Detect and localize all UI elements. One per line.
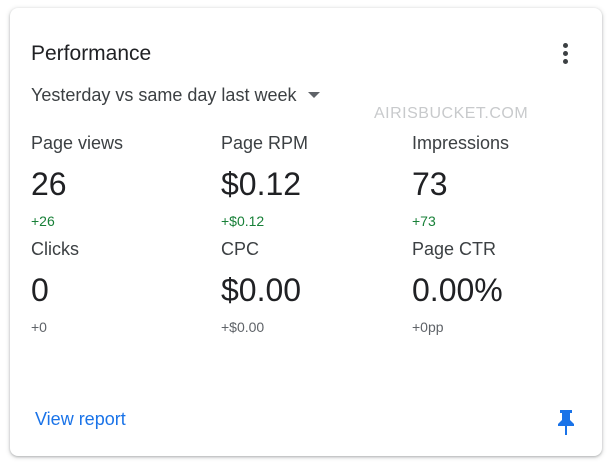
performance-card: Performance Yesterday vs same day last w… — [10, 8, 602, 456]
metric-value: $0.00 — [221, 272, 302, 308]
metric-value: 0.00% — [412, 272, 503, 308]
metric-page-views: Page views 26 +26 — [31, 132, 211, 230]
period-dropdown[interactable]: Yesterday vs same day last week — [31, 83, 321, 107]
pin-icon[interactable] — [556, 408, 576, 436]
metric-change: +0 — [31, 319, 47, 335]
metric-change: +73 — [412, 213, 436, 229]
metric-change: +26 — [31, 213, 55, 229]
metric-page-ctr: Page CTR 0.00% +0pp — [412, 238, 592, 336]
metric-change: +$0.12 — [221, 213, 265, 229]
metric-page-rpm: Page RPM $0.12 +$0.12 — [221, 132, 401, 230]
metric-impressions: Impressions 73 +73 — [412, 132, 592, 230]
metric-value: $0.12 — [221, 166, 302, 202]
watermark: AIRISBUCKET.COM — [374, 105, 529, 122]
card-title: Performance — [31, 42, 152, 65]
metric-label: Page RPM — [221, 133, 309, 153]
metric-cpc: CPC $0.00 +$0.00 — [221, 238, 401, 336]
metric-change: +$0.00 — [221, 319, 265, 335]
pin-icon-svg — [558, 410, 574, 435]
more-vert-icon[interactable] — [556, 41, 576, 67]
view-report-link[interactable]: View report — [35, 409, 126, 429]
metric-value: 0 — [31, 272, 49, 308]
metric-clicks: Clicks 0 +0 — [31, 238, 211, 336]
metric-value: 26 — [31, 166, 67, 202]
metric-label: Impressions — [412, 133, 510, 153]
period-label: Yesterday vs same day last week — [31, 84, 297, 105]
caret-down-icon — [308, 92, 321, 98]
metric-label: Page views — [31, 133, 124, 153]
metric-value: 73 — [412, 166, 448, 202]
metric-change: +0pp — [412, 319, 444, 335]
metric-label: CPC — [221, 239, 260, 259]
metric-label: Clicks — [31, 239, 79, 259]
metric-label: Page CTR — [412, 239, 497, 259]
